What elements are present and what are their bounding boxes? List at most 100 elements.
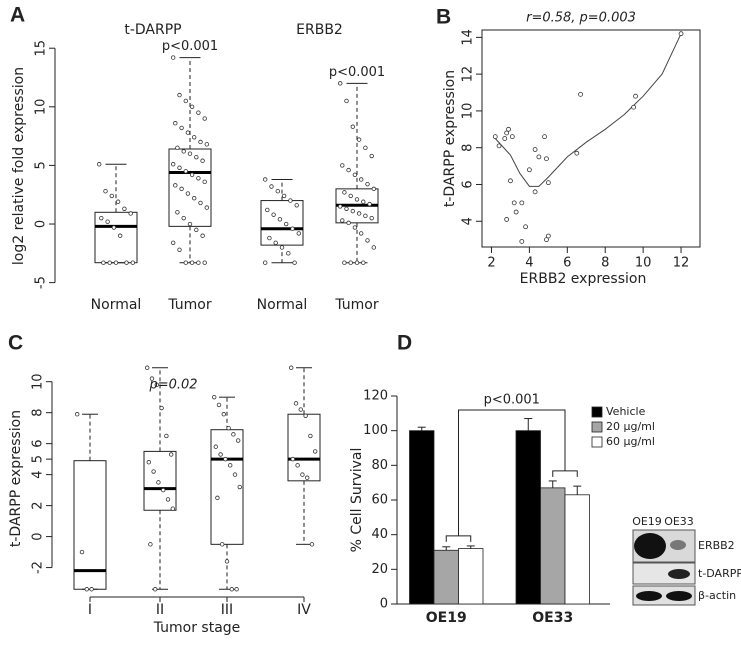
- point: [269, 184, 274, 189]
- point: [346, 220, 351, 226]
- y-tick-label: 40: [371, 527, 388, 542]
- point: [338, 204, 343, 209]
- point: [79, 549, 85, 555]
- bar: [540, 487, 566, 605]
- point: [338, 81, 343, 86]
- point: [216, 402, 222, 408]
- point: [204, 142, 209, 147]
- group-label: ERBB2: [296, 22, 343, 38]
- point: [149, 376, 155, 381]
- point: [200, 158, 205, 163]
- y-tick-label: 12: [461, 66, 476, 83]
- point: [191, 135, 197, 140]
- box: [143, 450, 177, 511]
- x-tick-label: 12: [673, 256, 690, 271]
- y-axis-title: t-DARPP expression: [442, 70, 458, 207]
- chart-title: r=0.58, p=0.003: [526, 11, 636, 26]
- point: [542, 134, 547, 140]
- x-axis-title: ERBB2 expression: [520, 271, 647, 287]
- point: [300, 472, 305, 477]
- point: [290, 226, 295, 231]
- x-tick-label: I: [88, 602, 92, 618]
- point: [224, 559, 230, 564]
- point: [532, 147, 538, 152]
- y-axis-title: t-DARPP expression: [8, 410, 24, 547]
- point: [154, 382, 159, 387]
- point: [281, 193, 287, 199]
- point: [308, 433, 313, 439]
- point: [128, 211, 133, 216]
- y-tick-label: 5: [31, 455, 46, 463]
- point: [177, 165, 182, 170]
- point: [177, 247, 182, 253]
- point: [365, 238, 370, 243]
- y-tick-label: 20: [371, 562, 388, 577]
- point: [631, 104, 637, 110]
- point: [227, 463, 233, 468]
- point: [177, 92, 182, 98]
- y-tick-label: 10: [34, 99, 49, 116]
- point: [215, 495, 220, 501]
- bracket: [552, 470, 578, 477]
- point: [122, 206, 127, 211]
- point: [229, 587, 234, 592]
- y-tick-label: 2: [31, 501, 46, 509]
- y-tick-label: 0: [34, 220, 49, 228]
- bracket: [445, 535, 472, 542]
- point: [196, 110, 201, 115]
- plot-frame: [481, 29, 701, 248]
- point: [578, 91, 583, 97]
- western-blot: OE19 OE33 ERBB2 t-DARPP β-actin: [632, 515, 741, 606]
- point: [633, 93, 638, 99]
- point: [288, 198, 293, 203]
- legend-label: Vehicle: [606, 405, 646, 418]
- point: [352, 172, 358, 177]
- panel-letter: D: [397, 332, 412, 355]
- x-axis-title: Tumor stage: [153, 620, 241, 636]
- point: [202, 260, 207, 265]
- point: [146, 460, 151, 465]
- point: [296, 231, 301, 236]
- point: [151, 469, 156, 474]
- point: [219, 542, 225, 547]
- point: [513, 209, 519, 215]
- point: [354, 197, 360, 202]
- box: [260, 200, 304, 246]
- point: [279, 245, 285, 250]
- y-tick-label: 14: [461, 29, 476, 46]
- point: [363, 145, 368, 151]
- point: [350, 124, 355, 129]
- point: [107, 260, 112, 265]
- point: [511, 200, 517, 206]
- blot-band: [634, 533, 666, 559]
- point: [170, 162, 176, 167]
- point: [103, 188, 108, 194]
- point: [156, 480, 161, 485]
- group-label: t-DARPP: [124, 22, 181, 38]
- point: [523, 224, 528, 230]
- significance-line: [458, 409, 566, 536]
- point: [96, 162, 102, 167]
- point: [295, 463, 300, 468]
- box: [168, 148, 212, 227]
- legend-swatch: [591, 436, 603, 448]
- y-tick-label: 4: [461, 217, 476, 225]
- blot-band: [666, 591, 692, 601]
- point: [113, 260, 119, 265]
- point: [284, 221, 289, 227]
- point: [226, 425, 231, 431]
- point: [196, 176, 201, 181]
- point: [277, 217, 283, 222]
- point: [183, 260, 188, 265]
- point: [187, 221, 193, 227]
- point: [496, 143, 502, 149]
- blot-band-label: β-actin: [698, 589, 736, 602]
- panel-letter: B: [436, 6, 451, 29]
- y-tick-label: 8: [461, 144, 476, 152]
- point: [185, 191, 191, 196]
- point: [159, 405, 164, 411]
- point: [84, 587, 89, 592]
- point: [170, 506, 175, 511]
- point: [574, 150, 580, 156]
- point: [267, 235, 272, 241]
